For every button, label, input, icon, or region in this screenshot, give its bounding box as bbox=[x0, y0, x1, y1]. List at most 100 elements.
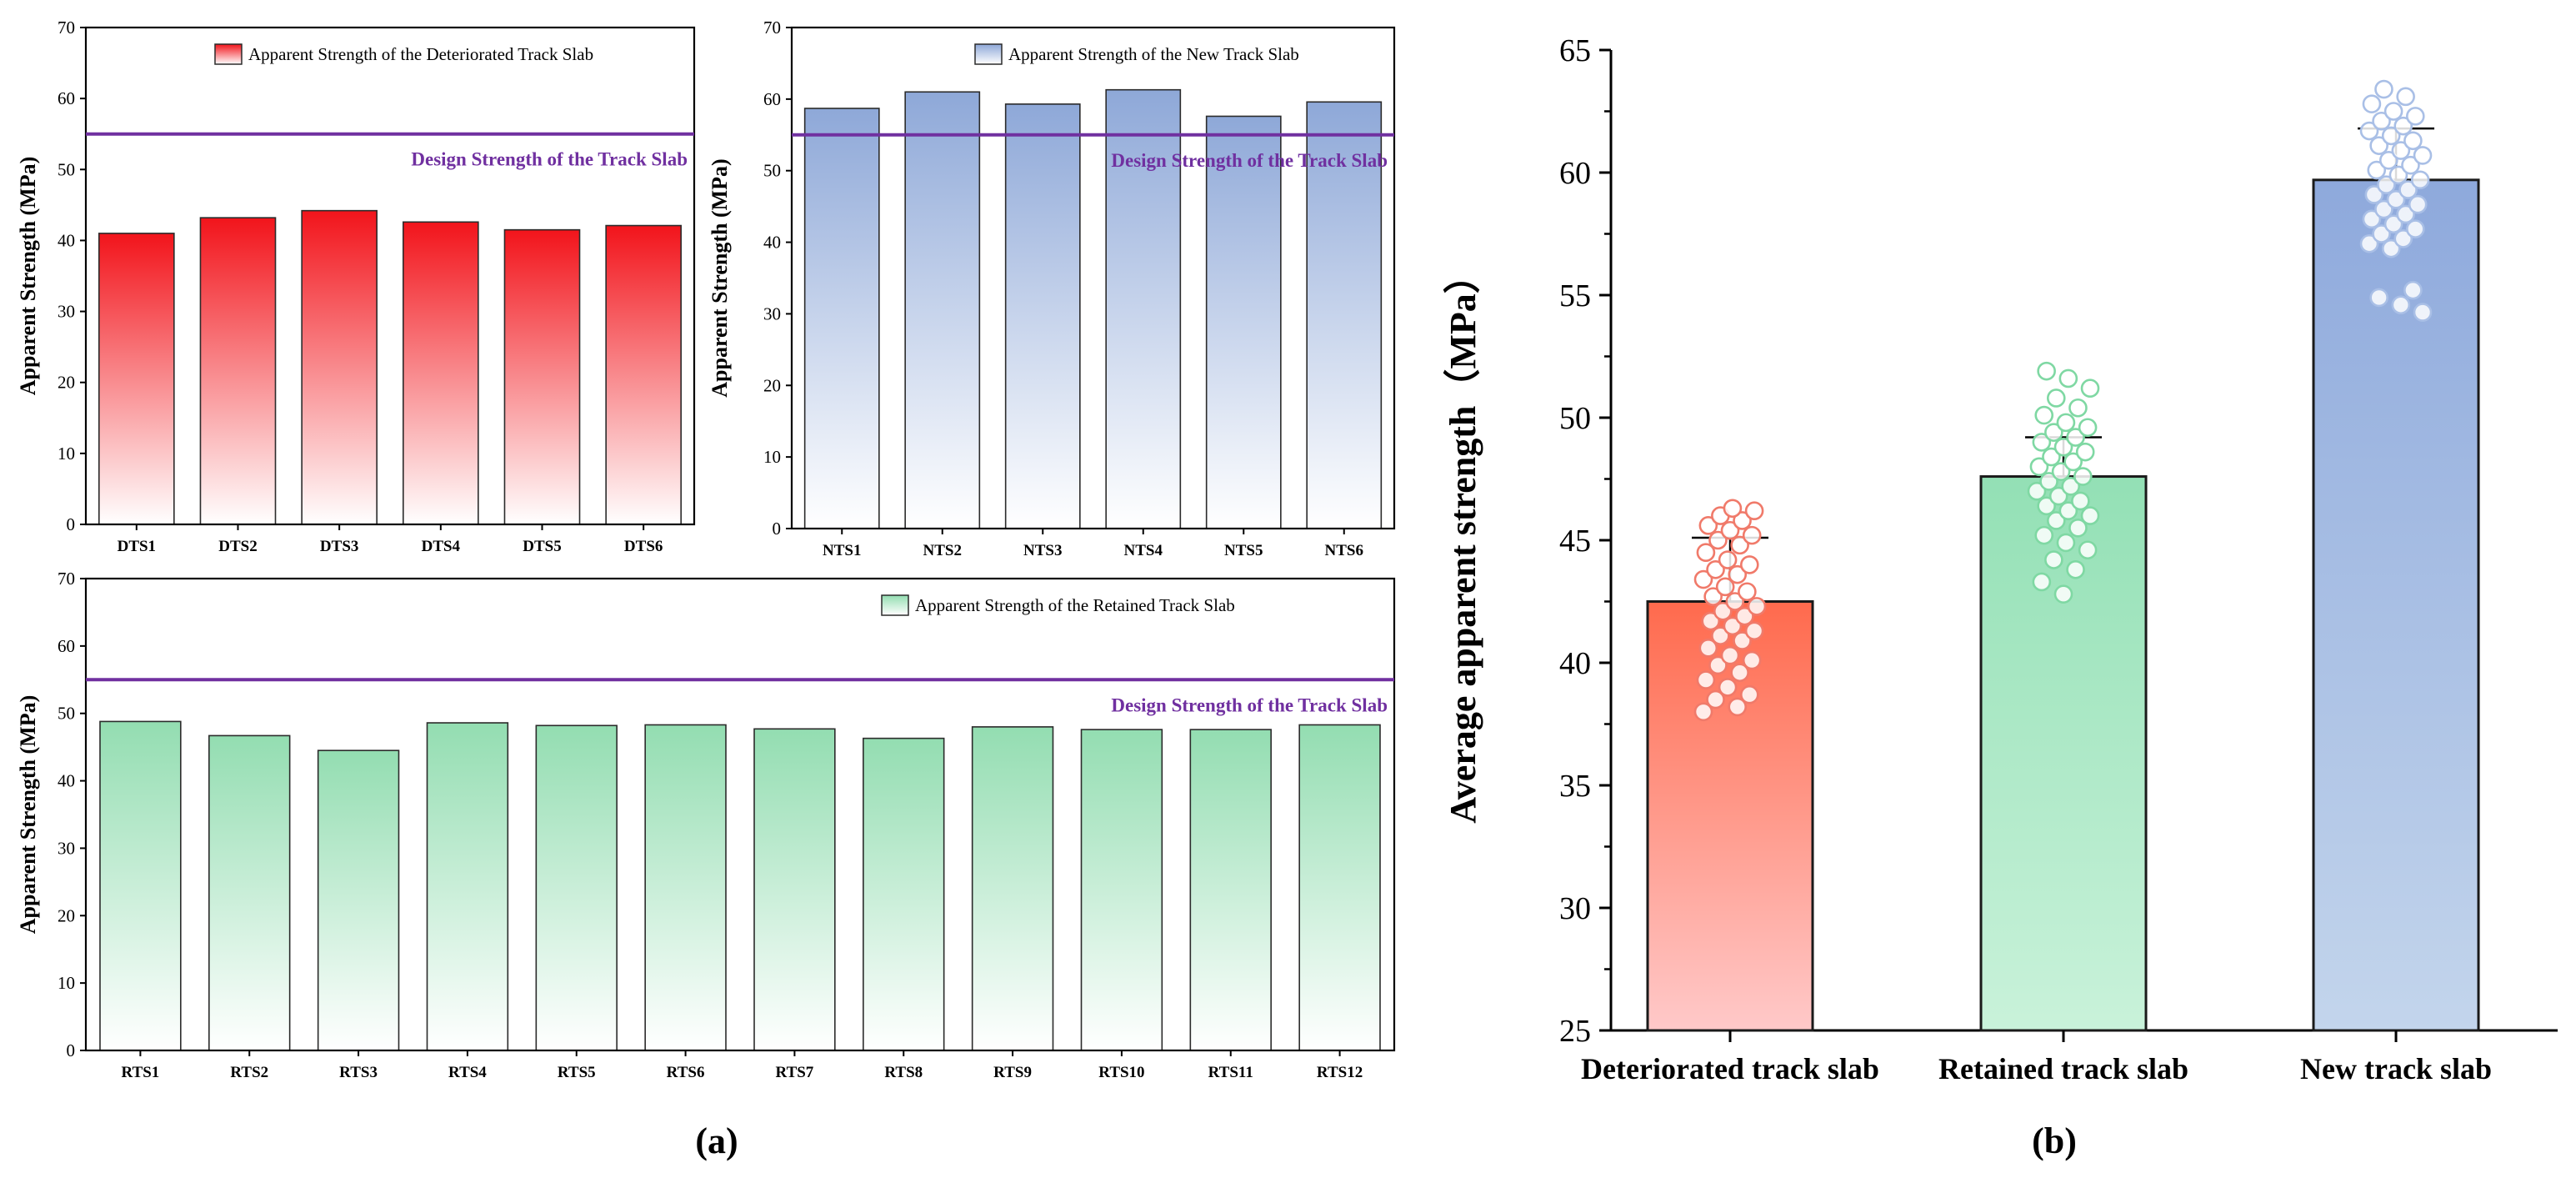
data-point-deteriorated bbox=[1747, 597, 1767, 616]
y-tick-label: 50 bbox=[763, 161, 781, 181]
y-tick-label: 35 bbox=[1559, 769, 1591, 804]
data-point-deteriorated bbox=[1739, 684, 1759, 704]
bar-rts8 bbox=[863, 737, 945, 1051]
data-point-retained bbox=[2058, 368, 2078, 388]
x-tick-label: RTS8 bbox=[884, 1064, 923, 1081]
data-point-retained bbox=[2080, 506, 2100, 525]
data-point-new bbox=[2374, 79, 2393, 99]
data-point-retained bbox=[2078, 418, 2098, 438]
data-point-deteriorated bbox=[1733, 631, 1752, 650]
y-tick-label: 45 bbox=[1559, 524, 1591, 559]
data-point-new bbox=[2369, 288, 2388, 308]
design-strength-label: Design Strength of the Track Slab bbox=[411, 149, 688, 170]
y-tick-label: 55 bbox=[1559, 278, 1591, 313]
data-point-deteriorated bbox=[1711, 626, 1730, 645]
data-point-new bbox=[2403, 131, 2423, 151]
y-axis-label: Apparent Strength (MPa) bbox=[708, 158, 732, 397]
panel-label-a: (a) bbox=[695, 1120, 738, 1161]
x-tick-label: DTS2 bbox=[218, 538, 257, 555]
data-point-retained bbox=[2063, 452, 2083, 472]
design-strength-label: Design Strength of the Track Slab bbox=[1111, 694, 1388, 715]
bar-nts5 bbox=[1205, 115, 1282, 529]
y-tick-label: 60 bbox=[58, 636, 75, 656]
data-point-new bbox=[2359, 121, 2379, 141]
data-point-retained bbox=[2073, 467, 2093, 486]
x-tick-label: RTS10 bbox=[1098, 1064, 1144, 1081]
bar-dts1 bbox=[98, 233, 175, 525]
data-point-deteriorated bbox=[1728, 564, 1748, 584]
y-tick-label: 20 bbox=[58, 373, 75, 393]
data-point-new bbox=[2391, 295, 2411, 315]
panel-label-b: (b) bbox=[2032, 1120, 2077, 1161]
data-point-new bbox=[2408, 194, 2428, 214]
x-tick-label: NTS1 bbox=[823, 542, 861, 559]
bar-rts5 bbox=[535, 724, 618, 1051]
data-point-deteriorated bbox=[1720, 645, 1740, 665]
data-point-retained bbox=[2042, 447, 2061, 467]
data-point-new bbox=[2362, 94, 2382, 113]
y-tick-label: 60 bbox=[1559, 156, 1591, 191]
data-point-new bbox=[2388, 165, 2408, 185]
y-tick-label: 0 bbox=[67, 514, 76, 534]
data-point-deteriorated bbox=[1725, 592, 1745, 611]
x-tick-label: RTS2 bbox=[230, 1064, 268, 1081]
data-point-new bbox=[2413, 303, 2433, 322]
data-point-deteriorated bbox=[1698, 516, 1718, 535]
data-point-retained bbox=[2080, 378, 2100, 399]
data-point-new bbox=[2372, 224, 2391, 243]
y-tick-label: 25 bbox=[1559, 1014, 1591, 1049]
data-point-retained bbox=[2034, 525, 2054, 545]
data-point-new bbox=[2367, 160, 2387, 180]
data-point-new bbox=[2359, 233, 2379, 253]
data-point-new bbox=[2393, 116, 2413, 136]
legend-label: Apparent Strength of the New Track Slab bbox=[1008, 44, 1299, 64]
data-point-deteriorated bbox=[1723, 616, 1743, 636]
data-point-new bbox=[2381, 126, 2401, 146]
chart-average: 25 30 35 40 45 50 55 60 65 Average apparent stren… bbox=[1443, 33, 2558, 1085]
legend-swatch bbox=[214, 43, 243, 65]
data-point-new bbox=[2405, 107, 2425, 126]
data-point-new bbox=[2378, 151, 2398, 170]
y-axis-label: Apparent Strength (MPa) bbox=[16, 695, 40, 934]
data-point-deteriorated bbox=[1718, 550, 1738, 569]
y-tick-label: 60 bbox=[58, 88, 75, 108]
data-point-deteriorated bbox=[1706, 689, 1725, 709]
bar-retained bbox=[1979, 475, 2148, 1032]
x-tick-label: Deteriorated track slab bbox=[1581, 1052, 1879, 1085]
y-tick-label: 30 bbox=[763, 303, 781, 323]
y-axis-label: Average apparent strength（MPa） bbox=[1443, 257, 1483, 823]
y-tick-label: 40 bbox=[1559, 646, 1591, 681]
data-point-deteriorated bbox=[1742, 650, 1762, 670]
x-tick-label: NTS5 bbox=[1224, 542, 1263, 559]
bar-dts2 bbox=[199, 217, 277, 525]
x-tick-label: NTS6 bbox=[1325, 542, 1363, 559]
data-point-retained bbox=[2068, 398, 2088, 418]
y-tick-label: 10 bbox=[58, 973, 75, 993]
x-tick-label: RTS3 bbox=[339, 1064, 378, 1081]
x-tick-label: Retained track slab bbox=[1938, 1052, 2188, 1085]
data-point-deteriorated bbox=[1696, 670, 1716, 689]
data-point-deteriorated bbox=[1735, 606, 1754, 626]
data-point-deteriorated bbox=[1733, 511, 1752, 530]
data-point-new bbox=[2383, 214, 2403, 234]
data-point-deteriorated bbox=[1742, 525, 1762, 545]
data-point-retained bbox=[2066, 559, 2085, 579]
y-tick-label: 40 bbox=[58, 230, 75, 250]
data-point-retained bbox=[2066, 428, 2085, 447]
legend-swatch bbox=[881, 594, 909, 616]
data-point-new bbox=[2369, 136, 2388, 155]
bar-dts3 bbox=[301, 209, 378, 525]
data-point-retained bbox=[2068, 518, 2088, 538]
x-tick-label: RTS4 bbox=[448, 1064, 487, 1081]
data-point-new bbox=[2374, 199, 2393, 219]
y-tick-label: 0 bbox=[67, 1040, 76, 1060]
data-point-deteriorated bbox=[1708, 655, 1728, 675]
y-tick-label: 60 bbox=[763, 89, 781, 109]
data-point-new bbox=[2383, 102, 2403, 121]
y-tick-label: 0 bbox=[773, 519, 782, 539]
x-tick-label: RTS11 bbox=[1208, 1064, 1253, 1081]
y-tick-label: 30 bbox=[58, 838, 75, 858]
data-point-new bbox=[2364, 185, 2384, 204]
data-point-retained bbox=[2053, 437, 2073, 457]
